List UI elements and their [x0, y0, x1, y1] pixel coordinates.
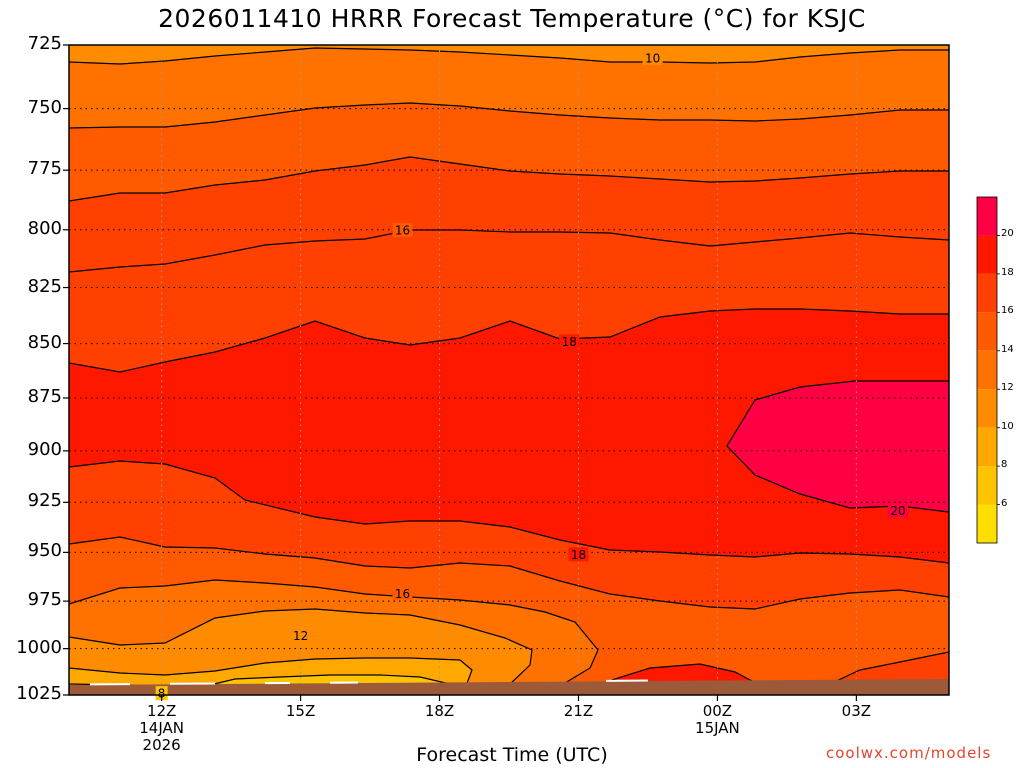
- contour-label: 20: [890, 504, 905, 518]
- colorbar-label: 20: [1001, 228, 1014, 240]
- isotherm-c14bot: [69, 579, 599, 687]
- y-tick-label: 950: [27, 540, 62, 562]
- contour-label-bg: [290, 628, 311, 643]
- y-tick-label: 800: [27, 217, 62, 239]
- colorbar-segment: [977, 504, 997, 543]
- y-tick-label: 725: [27, 33, 62, 54]
- y-tick-label: 825: [27, 275, 62, 297]
- band-20-22: [727, 381, 949, 512]
- contour-labels: 10 16 18 20 18 16 12 8: [155, 50, 909, 701]
- colorbar-segment: [977, 312, 997, 351]
- isotherm-c10: [69, 47, 949, 65]
- x-tick-label: 18Z: [424, 702, 455, 720]
- isotherm-c18bot: [69, 460, 949, 564]
- contour-label: 12: [293, 629, 308, 643]
- contour-label: 16: [395, 223, 410, 237]
- y-tick-label: 750: [27, 96, 62, 118]
- colorbar-label: 18: [1001, 266, 1014, 278]
- colorbar-segment: [977, 427, 997, 467]
- contour-label-bg: [559, 334, 580, 349]
- terrain: [69, 679, 949, 695]
- colorbar-label: 14: [1001, 343, 1014, 355]
- y-tick-label: 775: [27, 158, 62, 180]
- isotherm-c14: [69, 156, 949, 202]
- contour-label-bg: [888, 503, 909, 518]
- colorbar-frame: [976, 196, 998, 544]
- contour-label-bg: [642, 50, 663, 65]
- x-tick-label: 15Z: [285, 702, 316, 720]
- contour-label: 10: [645, 51, 660, 65]
- isotherm-c18r: [829, 651, 949, 685]
- colorbar-segment: [977, 350, 997, 390]
- y-tick-label: 850: [27, 331, 62, 353]
- contour-label-bg: [392, 586, 413, 601]
- colorbar-label: 12: [1001, 382, 1014, 394]
- isotherm-c16: [69, 229, 949, 273]
- colorbar-label: 6: [1001, 497, 1008, 509]
- isotherm-c10bot: [69, 657, 473, 687]
- temperature-bands: [69, 45, 949, 695]
- contour-label-bg: [568, 547, 589, 562]
- y-tick-marks: [63, 44, 69, 696]
- isotherm-c12: [69, 102, 949, 129]
- y-tick-label: 1025: [16, 683, 62, 704]
- x-tick-label: 00Z 15JAN: [695, 702, 740, 737]
- colorbar-label: 8: [1001, 459, 1008, 471]
- band-16-18-lower: [69, 461, 949, 609]
- grid-lines: [69, 45, 949, 695]
- y-tick-label: 875: [27, 385, 62, 407]
- isotherm-c12bot: [69, 608, 533, 687]
- credit-link[interactable]: coolwx.com/models: [826, 744, 992, 762]
- x-tick-label: 03Z: [841, 702, 872, 720]
- x-tick-label: 21Z: [563, 702, 594, 720]
- x-tick-label: 12Z 14JAN 2026: [139, 702, 184, 754]
- plot-frame: [68, 44, 950, 696]
- colorbar-label: 16: [1001, 305, 1014, 317]
- colorbar-segment: [977, 466, 997, 505]
- colorbar-segment: [977, 273, 997, 313]
- colorbar-segment: [977, 235, 997, 274]
- contour-label: 18: [562, 335, 577, 349]
- contour-label: 16: [395, 587, 410, 601]
- contour-label-bg: [392, 222, 413, 237]
- y-tick-label: 900: [27, 438, 62, 460]
- isotherm-c16bot: [69, 536, 949, 610]
- y-tick-label: 1000: [16, 636, 62, 658]
- contour-label-bg: [155, 686, 168, 701]
- y-tick-label: 925: [27, 490, 62, 512]
- chart-title: 2026011410 HRRR Forecast Temperature (°C…: [158, 4, 866, 33]
- contour-label: 8: [158, 687, 166, 701]
- isotherm-c18top: [69, 308, 949, 373]
- colorbar: [976, 196, 1000, 544]
- colorbar-segment: [977, 389, 997, 428]
- contour-label: 18: [571, 548, 586, 562]
- surface-terrain: [69, 679, 949, 695]
- isotherm-c20: [726, 380, 949, 513]
- x-tick-marks: [161, 695, 857, 701]
- band-14-16: [69, 103, 949, 201]
- isotherm-lines: [69, 47, 949, 687]
- x-axis-title: Forecast Time (UTC): [416, 744, 608, 766]
- y-tick-label: 975: [27, 589, 62, 611]
- colorbar-label: 10: [1001, 420, 1014, 432]
- band-16-18-upper: [69, 157, 949, 272]
- band-12-14: [69, 48, 949, 128]
- colorbar-segment: [977, 197, 997, 236]
